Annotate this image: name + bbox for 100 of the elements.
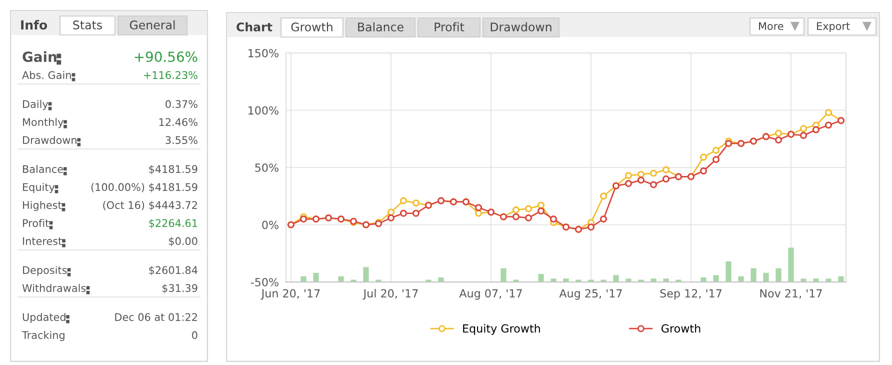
x-tick-label: Sep 12, '17	[660, 289, 722, 300]
bar	[813, 278, 819, 282]
y-tick-label: 150%	[248, 48, 278, 58]
x-tick-label: Jun 20, '17	[260, 289, 320, 300]
bar	[838, 276, 844, 282]
category-label: Profit	[23, 218, 49, 228]
text: General	[130, 20, 175, 30]
text: (Oct 16) $4443.72	[103, 200, 197, 210]
text: $31.39	[162, 284, 198, 294]
category-label: Gain	[22, 51, 56, 62]
category-label: Daily	[23, 100, 48, 110]
text: Drawdown	[490, 22, 552, 32]
bar	[663, 278, 669, 282]
bar	[700, 277, 706, 282]
bar	[626, 278, 632, 282]
point	[774, 130, 782, 137]
point	[600, 215, 608, 223]
point	[524, 205, 532, 212]
point	[712, 156, 720, 164]
text: (100.00%) $4181.59	[91, 182, 198, 192]
category-label: Balance	[23, 164, 63, 174]
text: Export	[817, 22, 850, 32]
bar	[563, 278, 569, 282]
y-tick-label: 50%	[255, 163, 278, 172]
category-label: Abs. Gain	[22, 70, 71, 80]
category-label: Drawdown	[23, 136, 76, 144]
point	[537, 202, 545, 209]
point	[774, 136, 782, 144]
point	[637, 170, 645, 178]
point	[824, 108, 832, 116]
point	[650, 170, 658, 177]
point	[587, 224, 595, 231]
text: Dec 06 at 01:22	[115, 313, 197, 322]
text: $0.00	[169, 236, 198, 246]
x-tick-label: Aug 07, '17	[459, 289, 522, 300]
bar	[550, 278, 556, 282]
point	[624, 172, 632, 180]
bar	[726, 261, 732, 282]
bar	[300, 276, 306, 282]
text: Stats	[73, 20, 102, 30]
category-label: Highest	[23, 200, 62, 212]
point	[550, 215, 558, 223]
text: 0.37%	[166, 100, 198, 108]
x-tick-label: Jul 20, '17	[362, 288, 418, 300]
text: Growth	[291, 22, 332, 32]
point	[662, 166, 670, 174]
point	[662, 175, 670, 182]
point	[700, 154, 708, 161]
text: $2264.61	[149, 218, 198, 228]
point	[387, 214, 395, 222]
bar	[538, 274, 544, 282]
text: Balance	[358, 22, 404, 32]
category-label: Tracking	[22, 330, 64, 342]
point	[524, 214, 532, 222]
point	[624, 180, 632, 188]
text: Info	[21, 20, 48, 30]
y-tick-label: -50%	[250, 278, 278, 286]
bar	[500, 268, 506, 282]
point	[387, 208, 395, 216]
text: +90.56%	[134, 52, 198, 62]
bar	[650, 278, 656, 282]
point	[824, 122, 832, 129]
x-tick-label: Aug 25, '17	[559, 289, 622, 300]
legend-label: Growth	[662, 324, 700, 333]
bar	[438, 277, 444, 282]
point	[512, 206, 520, 214]
bar	[788, 248, 794, 282]
category-label: Deposits	[23, 266, 67, 276]
chart-title: Chart	[236, 22, 272, 32]
bar	[776, 268, 782, 282]
category-label: Updated	[22, 312, 66, 324]
y-tick-label: 0%	[262, 220, 278, 230]
bar	[338, 276, 344, 282]
point	[650, 181, 658, 188]
bar	[363, 267, 369, 282]
text: 3.55%	[166, 136, 198, 144]
bar	[826, 278, 832, 282]
text: +116.23%	[144, 71, 198, 80]
category-label: Interest	[23, 237, 62, 246]
point	[474, 204, 482, 212]
text: Profit	[434, 22, 464, 32]
y-tick-label: 100%	[248, 106, 278, 115]
point	[400, 210, 408, 217]
legend-label: Equity Growth	[463, 324, 540, 335]
text: 12.46%	[159, 118, 198, 126]
point	[300, 215, 308, 223]
point	[812, 126, 820, 134]
point	[637, 176, 645, 184]
bar	[800, 278, 806, 282]
point	[712, 146, 720, 154]
point	[412, 210, 420, 217]
bar	[763, 272, 769, 282]
category-label: Monthly	[23, 118, 64, 128]
point	[512, 213, 520, 220]
bar	[738, 276, 744, 282]
text: More	[759, 22, 784, 30]
point	[800, 132, 808, 139]
point	[800, 125, 808, 132]
text: 0	[192, 331, 198, 340]
point	[412, 199, 420, 207]
